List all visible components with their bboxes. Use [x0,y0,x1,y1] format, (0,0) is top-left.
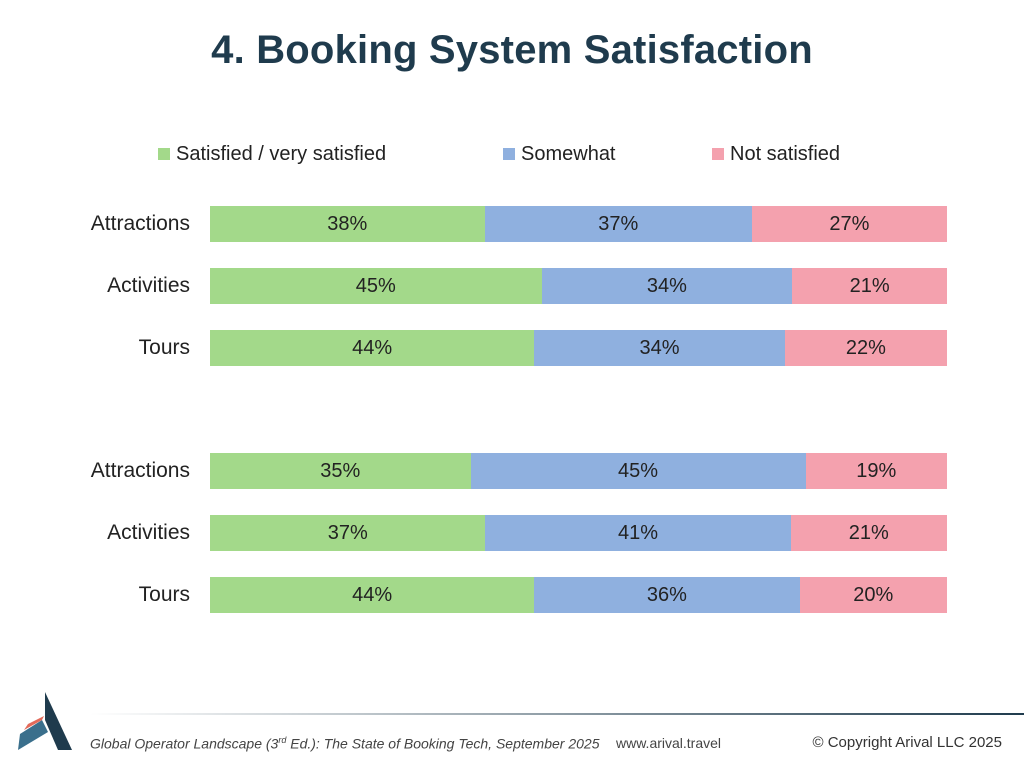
footer-source-sup: rd [278,735,287,745]
data-label: 34% [639,336,680,359]
bar-segment-satisfied: 38% [210,206,485,242]
data-label: 21% [849,274,890,297]
bar-segment-somewhat: 41% [485,515,791,551]
bar-segment-not-satisfied: 22% [784,330,947,366]
bar-segment-satisfied: 44% [210,577,535,613]
data-label: 41% [618,521,659,544]
bar-segment-not-satisfied: 21% [792,268,947,304]
data-label: 21% [848,521,889,544]
data-label: 34% [646,274,687,297]
legend-label-not-satisfied: Not satisfied [730,142,841,165]
footer-source: Global Operator Landscape (3rd Ed.): The… [90,735,599,752]
data-label: 36% [646,583,687,606]
legend-item-somewhat: Somewhat [503,141,616,167]
data-label: 19% [856,459,897,482]
bar-segment-satisfied: 35% [210,453,471,489]
legend-item-not-satisfied: Not satisfied [712,141,840,167]
bar-segment-somewhat: 34% [534,330,785,366]
legend-item-satisfied: Satisfied / very satisfied [158,141,386,167]
data-label: 37% [598,212,639,235]
stacked-bar-chart: Attractions 38% 37% 27% Activities 45% 34% 21% T… [90,206,947,613]
bar-segment-somewhat: 45% [470,453,806,489]
bar-segment-satisfied: 37% [210,515,486,551]
footer-source-suffix: Ed.): The State of Booking Tech, Septemb… [286,735,600,752]
row-label: Activities [107,274,190,297]
footer-divider [90,713,1024,715]
bar-segment-not-satisfied: 20% [799,577,947,613]
stacked-bar: 37% 41% 21% [210,515,947,551]
data-label: 22% [845,336,886,359]
stacked-bar: 44% 36% 20% [210,577,947,613]
legend-swatch-satisfied [158,148,170,160]
data-label: 35% [320,459,361,482]
footer-copyright: © Copyright Arival LLC 2025 [812,734,1003,751]
chart-legend: Satisfied / very satisfied Somewhat Not … [0,141,1024,167]
data-label: 38% [327,212,368,235]
row-label: Attractions [90,212,190,235]
data-label: 45% [355,274,396,297]
row-label: Activities [107,521,190,544]
data-label: 45% [618,459,659,482]
bar-segment-not-satisfied: 19% [805,453,947,489]
data-label: 20% [853,583,894,606]
stacked-bar: 35% 45% 19% [210,453,947,489]
bar-segment-somewhat: 34% [541,268,793,304]
row-label: Tours [138,336,190,359]
legend-label-satisfied: Satisfied / very satisfied [176,142,387,165]
row-label: Tours [138,583,190,606]
legend-swatch-not-satisfied [712,148,724,160]
legend-label-somewhat: Somewhat [521,142,616,165]
footer-url[interactable]: www.arival.travel [616,735,722,751]
data-label: 44% [352,336,393,359]
stacked-bar: 45% 34% 21% [210,268,947,304]
page-title: 4. Booking System Satisfaction [211,28,813,72]
data-label: 27% [829,212,870,235]
bar-segment-somewhat: 37% [484,206,752,242]
data-label: 37% [327,521,368,544]
row-label: Attractions [90,459,190,482]
footer-source-prefix: Global Operator Landscape (3 [90,735,279,752]
bar-segment-satisfied: 44% [210,330,535,366]
bar-segment-not-satisfied: 21% [790,515,947,551]
arival-logo-icon [18,692,72,750]
legend-swatch-somewhat [503,148,515,160]
bar-segment-not-satisfied: 27% [751,206,947,242]
stacked-bar: 44% 34% 22% [210,330,947,366]
bar-segment-somewhat: 36% [534,577,800,613]
stacked-bar: 38% 37% 27% [210,206,947,242]
bar-segment-satisfied: 45% [210,268,542,304]
data-label: 44% [352,583,393,606]
